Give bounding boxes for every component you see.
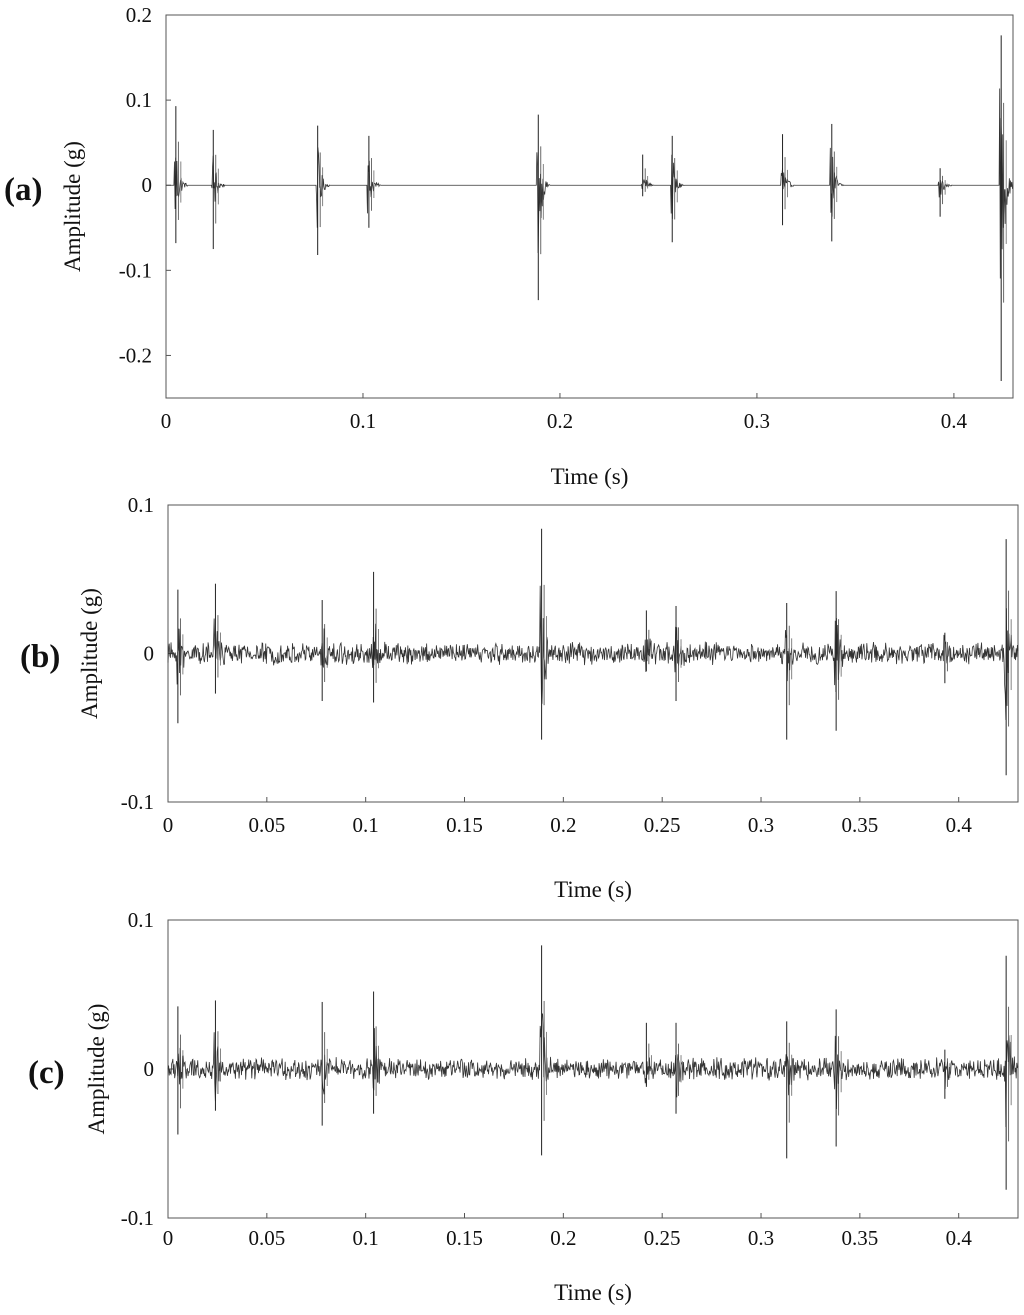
x-tick-label: 0.3 bbox=[744, 409, 770, 433]
x-tick-label: 0.15 bbox=[446, 813, 483, 837]
x-tick-label: 0.2 bbox=[550, 1226, 576, 1250]
panel-label: (b) bbox=[20, 639, 60, 675]
x-tick-label: 0.15 bbox=[446, 1226, 483, 1250]
y-axis-label: Amplitude (g) bbox=[84, 1004, 109, 1135]
y-tick-label: -0.1 bbox=[121, 790, 154, 814]
x-tick-label: 0.4 bbox=[941, 409, 968, 433]
x-tick-label: 0.35 bbox=[841, 1226, 878, 1250]
x-tick-label: 0.4 bbox=[946, 1226, 973, 1250]
y-tick-label: 0.1 bbox=[126, 88, 152, 112]
signal-plot-area bbox=[167, 945, 1019, 1190]
x-tick-label: 0.1 bbox=[353, 813, 379, 837]
chart-panel-1: 0 0.1 0.2 0.3 0.4 0.2 0.1 0 -0.1 -0.2 Time (s) Ampl… bbox=[4, 3, 1014, 489]
x-axis-label: Time (s) bbox=[554, 877, 632, 902]
y-tick-label: -0.1 bbox=[119, 258, 152, 282]
x-tick-label: 0 bbox=[163, 1226, 174, 1250]
plot-frame bbox=[165, 14, 1014, 399]
y-tick-label: 0 bbox=[144, 642, 155, 666]
signal-trace bbox=[167, 1012, 1019, 1127]
y-axis-label: Amplitude (g) bbox=[60, 141, 85, 272]
signal-plot-area bbox=[166, 35, 1014, 381]
x-tick-label: 0.05 bbox=[248, 1226, 285, 1250]
x-tick-label: 0.35 bbox=[841, 813, 878, 837]
y-tick-label: 0.1 bbox=[128, 908, 154, 932]
x-axis-label: Time (s) bbox=[551, 464, 629, 489]
x-tick-label: 0.3 bbox=[748, 813, 774, 837]
chart-panel-2: 0 0.05 0.1 0.15 0.2 0.25 0.3 0.35 0.4 0.1 0 -0.1 Tim… bbox=[20, 493, 1019, 902]
y-tick-label: 0.1 bbox=[128, 493, 154, 517]
x-tick-label: 0.1 bbox=[350, 409, 376, 433]
y-tick-label: 0 bbox=[142, 173, 153, 197]
x-tick-label: 0.2 bbox=[550, 813, 576, 837]
y-tick-label: 0.2 bbox=[126, 3, 152, 27]
y-tick-label: -0.2 bbox=[119, 343, 152, 367]
x-tick-label: 0 bbox=[161, 409, 172, 433]
x-tick-label: 0.4 bbox=[946, 813, 973, 837]
panel-label: (a) bbox=[4, 172, 42, 208]
signal-plot-area bbox=[167, 528, 1019, 776]
y-axis-label: Amplitude (g) bbox=[77, 588, 102, 719]
signal-trace bbox=[167, 585, 1019, 721]
x-tick-label: 0.1 bbox=[353, 1226, 379, 1250]
panel-label: (c) bbox=[28, 1055, 65, 1091]
x-tick-label: 0.25 bbox=[644, 813, 681, 837]
x-tick-label: 0 bbox=[163, 813, 174, 837]
x-tick-label: 0.2 bbox=[547, 409, 573, 433]
x-tick-label: 0.3 bbox=[748, 1226, 774, 1250]
x-tick-label: 0.25 bbox=[644, 1226, 681, 1250]
chart-panel-3: 0 0.05 0.1 0.15 0.2 0.25 0.3 0.35 0.4 0.1 0 -0.1 Tim… bbox=[28, 908, 1019, 1305]
y-tick-label: -0.1 bbox=[121, 1206, 154, 1230]
y-tick-label: 0 bbox=[144, 1057, 155, 1081]
x-axis-label: Time (s) bbox=[554, 1280, 632, 1305]
signal-trace bbox=[166, 88, 1014, 279]
x-tick-label: 0.05 bbox=[248, 813, 285, 837]
